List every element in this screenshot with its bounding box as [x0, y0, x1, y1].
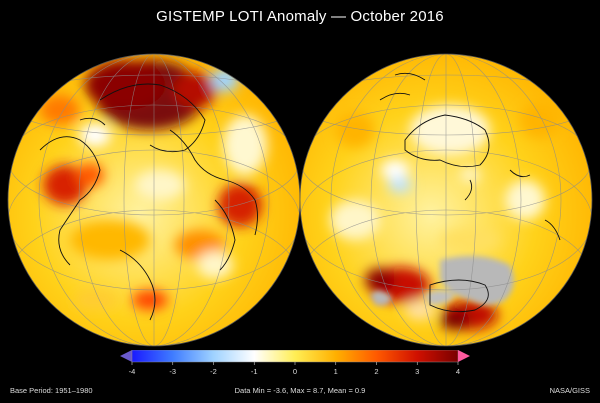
base-period-label: Base Period: 1951–1980 — [10, 386, 93, 395]
credit-label: NASA/GISS — [549, 386, 590, 395]
colorbar-over-arrow — [458, 350, 470, 362]
colorbar-under-arrow — [120, 350, 132, 362]
colorbar-tick-label: -1 — [251, 367, 258, 376]
map-title: GISTEMP LOTI Anomaly — October 2016 — [156, 8, 444, 25]
colorbar: -4 -3 -2 -1 0 1 2 3 4 — [120, 350, 470, 376]
colorbar-tick-label: 0 — [293, 367, 297, 376]
data-stats-label: Data Min = -3.6, Max = 8.7, Mean = 0.9 — [234, 386, 366, 395]
colorbar-scale — [131, 350, 459, 363]
right-globe — [299, 53, 593, 347]
colorbar-tick-label: -4 — [129, 367, 136, 376]
left-globe — [7, 53, 301, 347]
colorbar-tick-label: -3 — [169, 367, 176, 376]
colorbar-tick-label: -2 — [210, 367, 217, 376]
colorbar-tick-label: 1 — [334, 367, 338, 376]
colorbar-tick-label: 4 — [456, 367, 460, 376]
colorbar-tick-label: 3 — [415, 367, 419, 376]
colorbar-ticks: -4 -3 -2 -1 0 1 2 3 4 — [129, 362, 460, 376]
colorbar-tick-label: 2 — [374, 367, 378, 376]
